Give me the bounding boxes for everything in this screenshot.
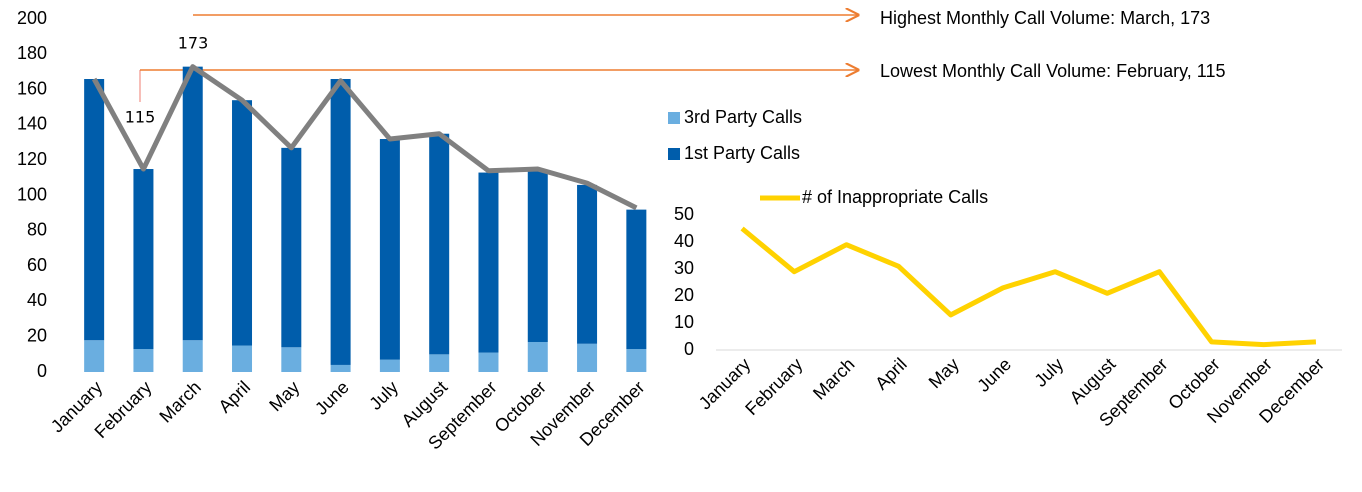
x-tick-label: July bbox=[365, 377, 402, 414]
bar bbox=[626, 349, 647, 372]
bar bbox=[281, 147, 302, 348]
x-tick-label: April bbox=[215, 377, 255, 417]
y-tick-label: 100 bbox=[17, 184, 47, 204]
annotation: 115 bbox=[125, 108, 156, 127]
line bbox=[740, 226, 1317, 348]
bar bbox=[429, 133, 450, 355]
bar bbox=[330, 364, 351, 372]
bar bbox=[577, 343, 598, 372]
y-tick-label: 40 bbox=[27, 290, 47, 310]
bar bbox=[577, 184, 598, 344]
bar bbox=[84, 340, 105, 372]
bar bbox=[429, 354, 450, 372]
bar bbox=[379, 359, 400, 372]
annotation: Highest Monthly Call Volume: March, 173 bbox=[880, 8, 1210, 28]
bar bbox=[182, 66, 203, 341]
annotation: Lowest Monthly Call Volume: February, 11… bbox=[880, 61, 1226, 81]
legend-label: # of Inappropriate Calls bbox=[802, 187, 988, 207]
y-tick-label: 120 bbox=[17, 149, 47, 169]
y-tick-label: 140 bbox=[17, 114, 47, 134]
y-tick-label: 180 bbox=[17, 43, 47, 63]
y-tick-label: 30 bbox=[674, 258, 694, 278]
bar bbox=[232, 345, 253, 372]
x-tick-label: February bbox=[741, 354, 806, 419]
bar bbox=[281, 347, 302, 372]
bar bbox=[379, 139, 400, 360]
y-tick-label: 40 bbox=[674, 231, 694, 251]
x-tick-label: March bbox=[809, 354, 859, 404]
legend-label: 3rd Party Calls bbox=[684, 107, 802, 127]
bar bbox=[182, 340, 203, 372]
bar bbox=[133, 349, 154, 372]
x-tick-label: May bbox=[925, 354, 963, 392]
y-tick-label: 20 bbox=[27, 325, 47, 345]
line bbox=[91, 64, 638, 211]
legend-swatch bbox=[668, 112, 680, 124]
x-tick-label: July bbox=[1030, 354, 1067, 391]
bar bbox=[232, 100, 253, 346]
x-tick-label: March bbox=[155, 377, 205, 427]
bar bbox=[84, 79, 105, 341]
x-tick-label: April bbox=[871, 354, 911, 394]
y-tick-label: 80 bbox=[27, 220, 47, 240]
y-tick-label: 10 bbox=[674, 312, 694, 332]
bar bbox=[330, 79, 351, 365]
legend-swatch bbox=[668, 148, 680, 160]
x-tick-label: June bbox=[973, 354, 1015, 396]
y-tick-label: 0 bbox=[37, 361, 47, 381]
y-tick-label: 160 bbox=[17, 78, 47, 98]
bar bbox=[478, 172, 499, 353]
bar bbox=[527, 341, 548, 372]
y-tick-label: 200 bbox=[17, 8, 47, 28]
annotation: 173 bbox=[178, 34, 209, 53]
y-tick-label: 0 bbox=[684, 339, 694, 359]
x-tick-label: May bbox=[265, 377, 303, 415]
legend-label: 1st Party Calls bbox=[684, 143, 800, 163]
bar bbox=[133, 169, 154, 350]
bar bbox=[527, 170, 548, 342]
bar bbox=[478, 352, 499, 372]
y-tick-label: 60 bbox=[27, 255, 47, 275]
y-tick-label: 50 bbox=[674, 204, 694, 224]
y-tick-label: 20 bbox=[674, 285, 694, 305]
x-tick-label: June bbox=[311, 377, 353, 419]
bar bbox=[626, 209, 647, 350]
